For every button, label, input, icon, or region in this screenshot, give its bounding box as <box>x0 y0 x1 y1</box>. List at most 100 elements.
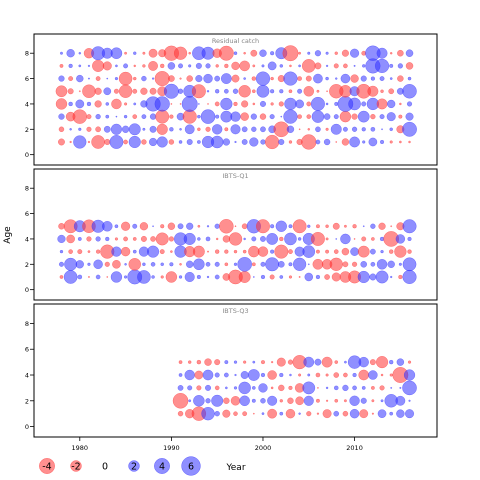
residual-bubble <box>369 273 377 281</box>
residual-bubble <box>109 135 124 149</box>
residual-bubble <box>302 245 316 258</box>
residual-bubble <box>150 236 156 242</box>
y-tick-label: 2 <box>25 397 29 405</box>
residual-bubble <box>222 409 231 418</box>
residual-bubble <box>210 135 224 149</box>
residual-bubble <box>132 114 138 119</box>
residual-bubble <box>352 372 357 378</box>
residual-bubble <box>214 274 220 280</box>
residual-bubble <box>377 409 387 418</box>
residual-bubble <box>233 101 238 107</box>
residual-bubble <box>389 63 394 68</box>
residual-bubble <box>334 51 338 55</box>
residual-bubble <box>278 101 284 107</box>
residual-bubble <box>279 399 283 403</box>
residual-bubble <box>398 274 403 280</box>
residual-bubble <box>59 275 64 279</box>
residual-bubble <box>224 262 229 267</box>
residual-bubble <box>279 64 284 68</box>
residual-bubble <box>207 250 209 253</box>
residual-bubble <box>160 63 165 69</box>
residual-bubble <box>179 103 182 105</box>
residual-bubble <box>388 88 395 95</box>
residual-bubble <box>279 236 284 242</box>
residual-bubble <box>370 223 376 229</box>
residual-bubble <box>240 371 249 379</box>
residual-bubble <box>371 237 375 241</box>
residual-bubble <box>315 126 321 133</box>
residual-bubble <box>395 395 406 406</box>
residual-bubble <box>370 248 376 255</box>
legend-bubble <box>70 460 82 472</box>
residual-bubble <box>310 96 325 111</box>
residual-bubble <box>325 237 329 241</box>
residual-bubble <box>288 140 293 144</box>
residual-bubble <box>241 100 249 108</box>
residual-bubble <box>233 51 238 55</box>
residual-bubble <box>239 60 250 72</box>
residual-bubble <box>193 395 205 407</box>
residual-bubble <box>331 272 341 282</box>
residual-bubble <box>160 262 164 267</box>
residual-bubble <box>243 360 247 364</box>
residual-bubble <box>155 232 169 246</box>
residual-bubble <box>104 261 110 267</box>
x-tick-label: 2010 <box>346 444 363 452</box>
residual-bubble <box>339 110 352 123</box>
residual-bubble <box>149 87 157 95</box>
residual-bubble <box>105 236 110 242</box>
residual-bubble <box>303 395 314 406</box>
residual-bubble <box>234 140 237 144</box>
residual-bubble <box>315 274 321 280</box>
residual-bubble <box>215 249 220 254</box>
residual-bubble <box>88 276 90 278</box>
residual-bubble <box>142 64 146 68</box>
residual-bubble <box>352 261 358 267</box>
residual-bubble <box>251 126 257 132</box>
residual-bubble <box>376 47 388 59</box>
residual-bubble <box>252 386 256 390</box>
residual-bubble <box>325 373 329 377</box>
residual-bubble <box>405 49 414 57</box>
residual-bubble <box>92 59 105 72</box>
residual-bubble <box>78 52 82 55</box>
residual-bubble <box>243 77 246 80</box>
residual-bubble <box>351 126 358 132</box>
residual-bubble <box>342 410 349 417</box>
residual-bubble <box>333 114 339 120</box>
residual-bubble <box>194 370 204 380</box>
residual-bubble <box>198 103 200 105</box>
legend-label: -4 <box>42 462 51 473</box>
residual-bubble <box>233 386 238 390</box>
residual-bubble <box>362 140 366 144</box>
residual-bubble <box>178 373 183 377</box>
residual-bubble <box>293 257 307 271</box>
residual-bubble <box>316 412 320 415</box>
residual-bubble <box>156 136 168 148</box>
residual-bubble <box>214 385 220 391</box>
residual-bubble <box>115 64 118 68</box>
residual-bubble <box>256 84 270 98</box>
residual-bubble <box>168 75 175 82</box>
residual-bubble <box>278 138 285 145</box>
residual-bubble <box>381 128 383 131</box>
legend-bubble <box>154 458 170 474</box>
residual-bubble <box>110 123 122 135</box>
residual-bubble <box>195 62 202 69</box>
residual-bubble <box>349 408 360 419</box>
residual-bubble <box>214 75 221 82</box>
residual-bubble <box>184 124 195 135</box>
residual-bubble <box>270 89 275 94</box>
residual-bubble <box>398 262 402 266</box>
residual-bubble <box>196 385 202 391</box>
residual-bubble <box>215 89 220 94</box>
residual-bubble <box>196 274 201 280</box>
residual-bubble <box>376 259 388 270</box>
legend-bubble <box>181 456 201 476</box>
residual-bubble <box>205 236 211 242</box>
residual-bubble <box>396 358 405 366</box>
residual-bubble <box>398 114 403 119</box>
residual-bubble <box>201 407 215 421</box>
residual-bubble <box>260 236 266 242</box>
residual-bubble <box>68 249 73 254</box>
